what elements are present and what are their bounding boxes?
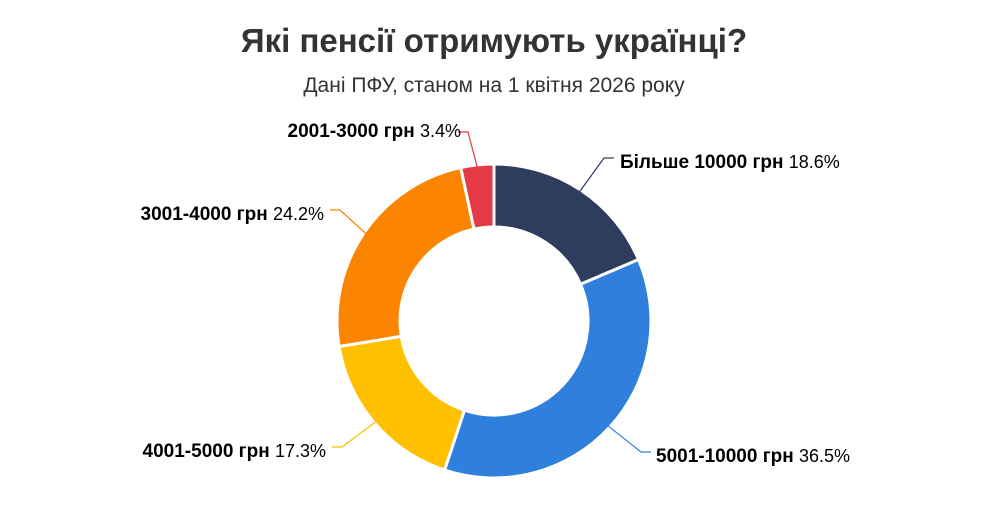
chart-subtitle: Дані ПФУ, станом на 1 квітня 2026 року (303, 74, 685, 97)
leader-line (458, 131, 479, 170)
slice-percent: 36.5% (799, 446, 850, 466)
slice-label: 3001-4000 грн 24.2% (141, 204, 324, 225)
donut-slice (335, 166, 476, 349)
slice-label: Більше 10000 грн 18.6% (620, 152, 840, 173)
donut-slice (443, 258, 653, 480)
donut-slice (492, 162, 640, 286)
slice-category: 2001-3000 грн (288, 121, 420, 142)
slice-percent: 3.4% (420, 121, 461, 141)
slice-label: 2001-3000 грн 3.4% (288, 121, 461, 142)
slice-label: 4001-5000 грн 17.3% (143, 441, 326, 462)
slice-percent: 17.3% (275, 441, 326, 461)
slice-percent: 24.2% (273, 204, 324, 224)
slice-percent: 18.6% (789, 152, 840, 172)
leader-line (332, 419, 379, 448)
leader-line (606, 424, 651, 453)
leader-line (577, 157, 614, 194)
slice-category: 4001-5000 грн (143, 441, 275, 462)
donut-slice (459, 162, 496, 231)
slice-category: Більше 10000 грн (620, 152, 789, 173)
slice-category: 3001-4000 грн (141, 204, 273, 225)
donut-slice (337, 334, 466, 472)
slice-label: 5001-10000 грн 36.5% (656, 446, 850, 467)
leader-line (330, 209, 368, 236)
slice-category: 5001-10000 грн (656, 446, 799, 467)
chart-title: Які пенсії отримують українці? (240, 22, 748, 59)
